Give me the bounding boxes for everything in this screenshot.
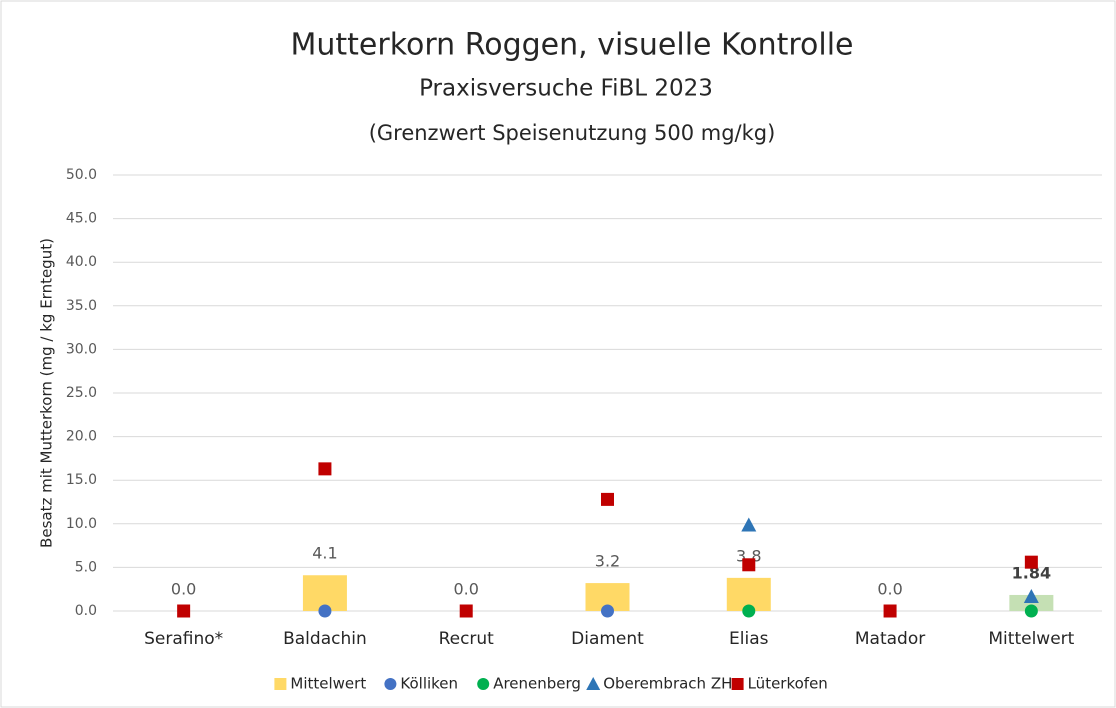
bar-value-label: 1.84 <box>1012 563 1051 582</box>
legend-label: Kölliken <box>400 675 458 693</box>
y-tick-label: 0.0 <box>75 603 97 619</box>
y-tick-label: 10.0 <box>66 516 97 532</box>
point <box>601 604 614 618</box>
point <box>883 604 897 618</box>
y-tick-label: 20.0 <box>66 429 97 445</box>
x-tick-label: Baldachin <box>283 629 367 649</box>
x-tick-label: Elias <box>729 629 769 649</box>
y-tick-label: 40.0 <box>66 254 97 270</box>
y-tick-label: 5.0 <box>75 559 97 575</box>
legend-swatch <box>586 677 601 690</box>
chart-title: Mutterkorn Roggen, visuelle Kontrolle <box>290 28 853 63</box>
bar-value-label: 0.0 <box>453 580 478 599</box>
point <box>742 558 756 572</box>
bar-value-label: 4.1 <box>312 544 337 563</box>
point <box>1023 589 1039 604</box>
y-tick-label: 50.0 <box>66 167 97 183</box>
legend-label: Mittelwert <box>290 675 366 693</box>
legend-label: Arenenberg <box>493 675 581 693</box>
legend-swatch <box>384 678 397 690</box>
point <box>459 604 473 618</box>
y-tick-label: 30.0 <box>66 341 97 357</box>
y-tick-label: 45.0 <box>66 211 97 227</box>
x-tick-label: Recrut <box>439 629 495 649</box>
point <box>742 604 756 618</box>
bar-value-label: 0.0 <box>171 580 196 599</box>
y-tick-label: 15.0 <box>66 472 97 488</box>
legend-swatch <box>731 678 744 690</box>
point <box>1024 555 1038 569</box>
chart-note: (Grenzwert Speisenutzung 500 mg/kg) <box>369 121 776 145</box>
point <box>318 604 332 618</box>
point <box>1024 604 1038 618</box>
y-tick-label: 35.0 <box>66 298 97 314</box>
bar-value-label: 0.0 <box>877 580 902 599</box>
point <box>741 517 757 532</box>
chart-subtitle: Praxisversuche FiBL 2023 <box>419 76 713 102</box>
x-tick-label: Mittelwert <box>988 629 1074 649</box>
legend-label: Lüterkofen <box>748 675 828 693</box>
legend-label: Oberembrach ZH <box>603 675 732 693</box>
y-axis-label: Besatz mit Mutterkorn (mg / kg Erntegut) <box>38 238 56 548</box>
point <box>177 604 191 618</box>
point <box>601 492 614 506</box>
x-tick-label: Diament <box>571 629 644 649</box>
x-tick-label: Matador <box>855 629 925 649</box>
legend-swatch <box>274 678 287 690</box>
y-tick-label: 25.0 <box>66 385 97 401</box>
bar-value-label: 3.2 <box>595 552 620 571</box>
legend-swatch <box>477 678 490 690</box>
x-tick-label: Serafino* <box>144 629 223 649</box>
point <box>318 462 332 476</box>
